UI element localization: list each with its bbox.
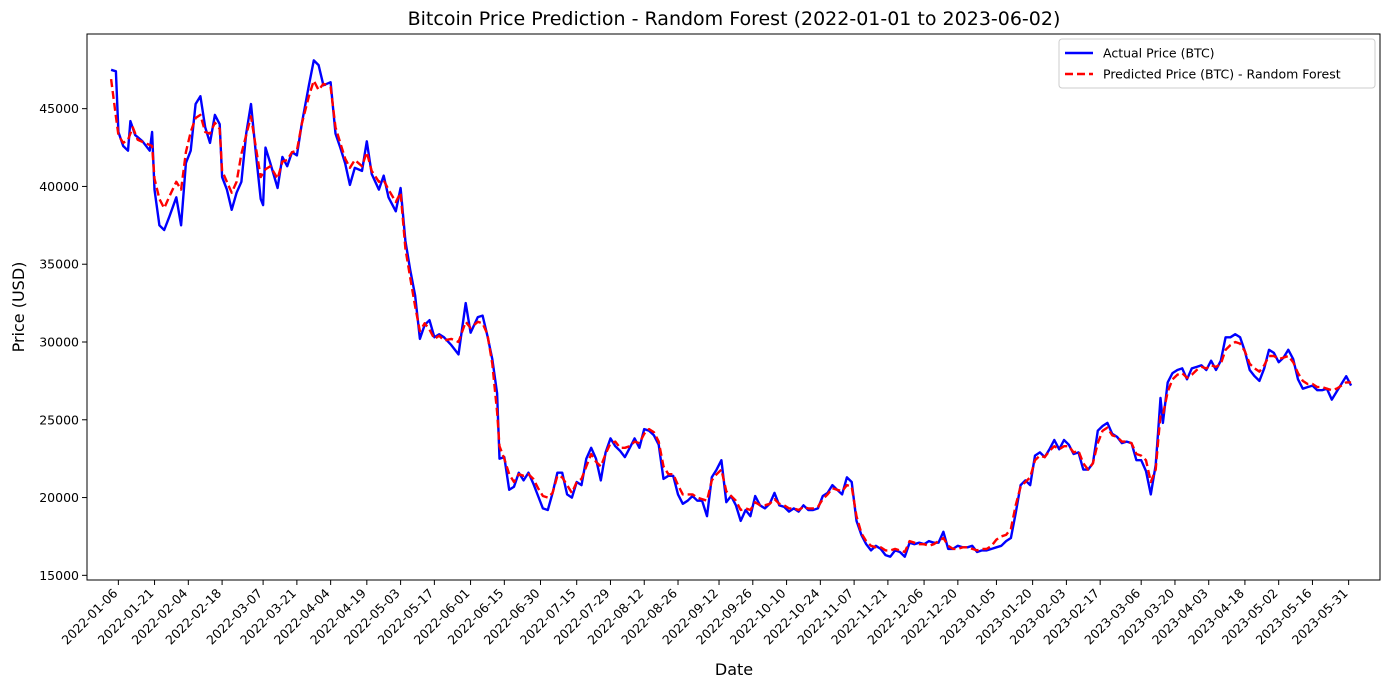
y-tick-label: 15000	[39, 568, 79, 583]
chart-title: Bitcoin Price Prediction - Random Forest…	[408, 8, 1061, 30]
actual-price-line	[110, 59, 1353, 558]
plot-frame	[86, 33, 1381, 581]
y-tick-label: 20000	[39, 490, 79, 505]
y-axis-ticks: 15000 20000 25000 30000 35000 40000 45000	[39, 101, 87, 583]
y-tick-label: 25000	[39, 412, 79, 427]
legend-box	[1058, 38, 1376, 89]
x-axis-ticks: 2022-01-062022-01-212022-02-042022-02-18…	[58, 580, 1351, 647]
legend-label-actual: Actual Price (BTC)	[1103, 46, 1215, 61]
plot-area	[86, 33, 1381, 581]
y-axis-label: Price (USD)	[9, 262, 28, 353]
y-tick-label: 40000	[39, 179, 79, 194]
x-axis-label: Date	[715, 660, 753, 679]
y-tick-label: 30000	[39, 335, 79, 350]
legend-label-predicted: Predicted Price (BTC) - Random Forest	[1103, 67, 1341, 82]
series-lines	[109, 59, 1353, 558]
y-tick-label: 45000	[39, 101, 79, 116]
y-tick-label: 35000	[39, 257, 79, 272]
legend: Actual Price (BTC) Predicted Price (BTC)…	[1058, 38, 1376, 89]
